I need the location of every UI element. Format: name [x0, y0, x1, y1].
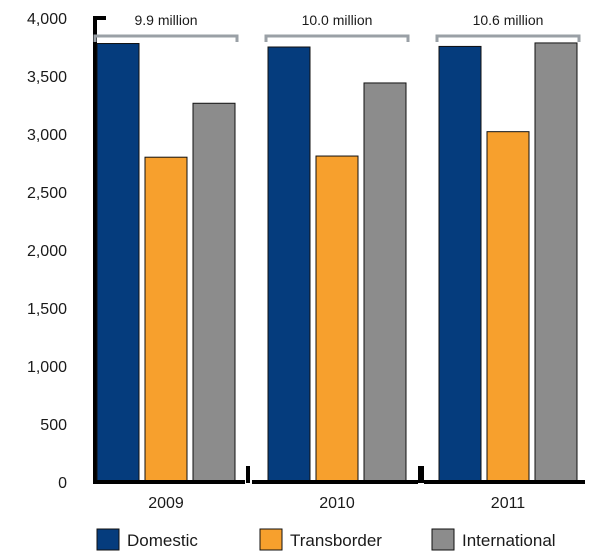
y-tick-label: 2,000: [27, 243, 67, 260]
x-category-label: 2009: [148, 495, 184, 512]
y-tick-label: 1,500: [27, 301, 67, 318]
bar-transborder-2009: [144, 156, 188, 483]
group-total-label: 10.0 million: [302, 12, 373, 28]
bar-transborder-2010: [315, 155, 359, 483]
axis-break-mark: [418, 466, 424, 483]
y-tick-label: 3,000: [27, 127, 67, 144]
legend: Domestic Transborder International: [96, 528, 556, 551]
x-category-label: 2011: [491, 495, 526, 512]
group-total-brackets: 9.9 million 10.0 million 10.6 million: [93, 12, 581, 42]
group-total-bracket: [435, 34, 581, 42]
y-tick-label: 3,500: [27, 69, 67, 86]
y-tick-label: 1,000: [27, 359, 67, 376]
legend-swatch-domestic: [96, 528, 120, 551]
x-category-label: 2010: [319, 495, 355, 512]
bar-domestic-2010: [267, 46, 311, 483]
bar-domestic-2009: [96, 43, 140, 483]
x-axis: 2009 2010 2011: [95, 466, 585, 512]
group-total-label: 9.9 million: [134, 12, 197, 28]
group-total-bracket: [93, 34, 239, 42]
legend-label-transborder: Transborder: [290, 531, 382, 550]
y-tick-label: 500: [40, 417, 67, 434]
bar-transborder-2011: [486, 131, 530, 483]
bars: [96, 42, 578, 483]
legend-label-domestic: Domestic: [127, 531, 198, 550]
axis-break-mark: [246, 466, 250, 483]
y-tick-label: 2,500: [27, 185, 67, 202]
bar-international-2011: [534, 42, 578, 483]
legend-swatch-transborder: [259, 528, 283, 551]
group-total-bracket: [264, 34, 410, 42]
bar-international-2010: [363, 82, 407, 483]
legend-swatch-international: [431, 528, 455, 551]
legend-label-international: International: [462, 531, 556, 550]
bar-international-2009: [192, 102, 236, 483]
y-tick-label: 4,000: [27, 11, 67, 28]
y-tick-label: 0: [58, 475, 67, 492]
group-total-label: 10.6 million: [473, 12, 544, 28]
bar-domestic-2011: [438, 45, 482, 483]
y-axis: 0 500 1,000 1,500 2,000 2,500 3,000 3,500 4,000: [27, 11, 106, 492]
